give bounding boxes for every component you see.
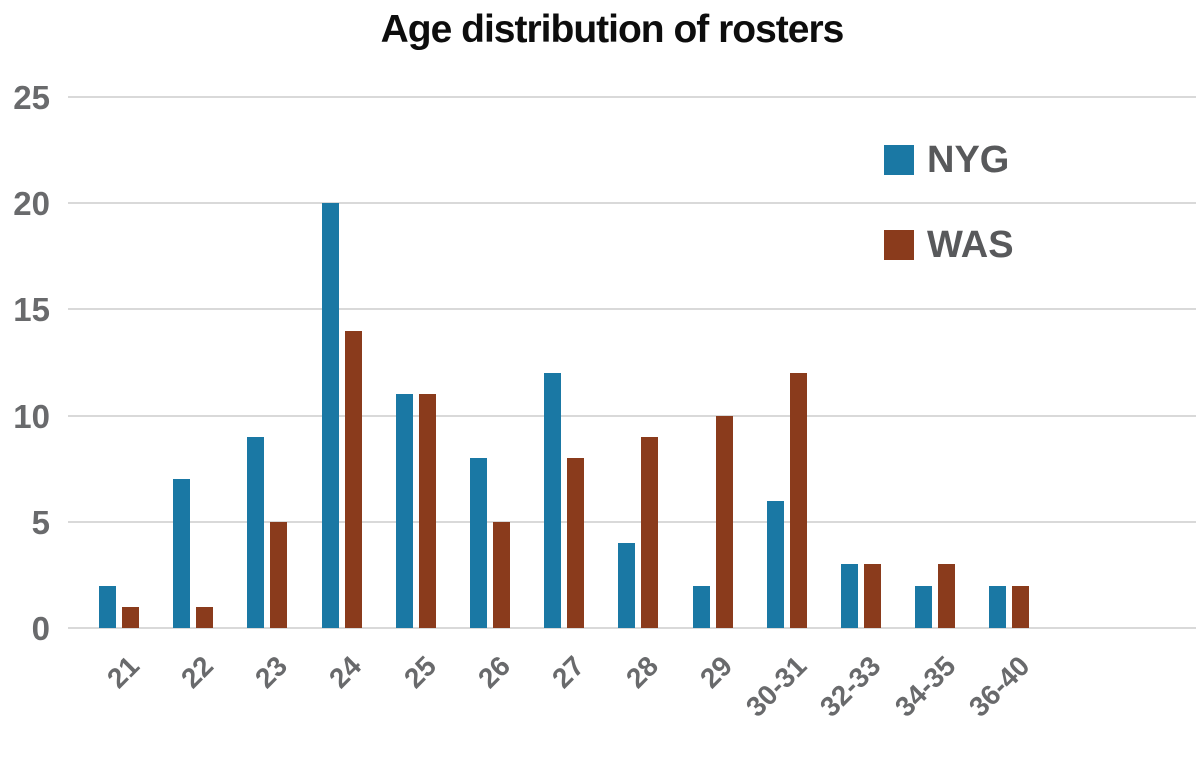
bar-was-22 — [196, 606, 214, 628]
was-legend-label: WAS — [927, 224, 1014, 266]
bar-was-36-40 — [1012, 585, 1030, 628]
gridline-y-25 — [68, 96, 1196, 98]
x-axis-tick-23: 23 — [249, 650, 294, 694]
bar-nyg-36-40 — [989, 585, 1007, 628]
bar-was-32-33 — [864, 564, 881, 628]
gridline-y-5 — [68, 520, 1196, 523]
x-axis-tick-27: 27 — [546, 650, 591, 694]
bar-was-26 — [493, 521, 510, 628]
gridline-y-20 — [68, 202, 1196, 205]
gridline-y-10 — [68, 414, 1196, 417]
bar-nyg-29 — [692, 585, 710, 628]
bar-nyg-28 — [618, 543, 636, 628]
y-axis-tick-15: 15 — [13, 291, 50, 329]
legend: NYG WAS — [884, 139, 1014, 266]
y-axis-tick-25: 25 — [13, 79, 50, 116]
y-axis-tick-0: 0 — [31, 610, 50, 647]
x-axis-tick-24: 24 — [323, 650, 368, 694]
bar-nyg-27 — [544, 373, 562, 628]
legend-item-nyg: NYG — [884, 139, 1014, 181]
y-axis-tick-20: 20 — [13, 185, 50, 223]
x-axis-tick-29: 29 — [694, 650, 739, 694]
bar-nyg-22 — [173, 479, 191, 628]
nyg-series-swatch — [884, 145, 914, 175]
bar-nyg-34-35 — [915, 585, 933, 628]
bar-nyg-24 — [321, 203, 339, 628]
bar-nyg-26 — [470, 458, 487, 628]
gridline-y-0 — [68, 627, 1196, 629]
nyg-legend-label: NYG — [927, 139, 1010, 181]
bar-nyg-23 — [247, 436, 265, 628]
bar-was-27 — [567, 458, 585, 628]
chart-title: Age distribution of rosters — [380, 8, 845, 51]
x-axis-tick-22: 22 — [175, 650, 220, 694]
x-axis-tick-28: 28 — [620, 650, 665, 694]
bar-was-25 — [418, 394, 436, 628]
x-axis-tick-25: 25 — [397, 650, 442, 694]
bar-was-28 — [641, 436, 659, 628]
bar-nyg-32-33 — [841, 564, 858, 628]
bar-was-21 — [122, 606, 139, 628]
bar-nyg-25 — [395, 394, 413, 628]
bar-nyg-21 — [99, 585, 116, 628]
y-axis-tick-10: 10 — [13, 397, 50, 435]
x-axis-tick-36-40: 36-40 — [962, 650, 1036, 723]
bar-was-30-31 — [789, 373, 807, 628]
bar-nyg-30-31 — [766, 500, 784, 628]
x-axis-tick-30-31: 30-31 — [740, 650, 813, 723]
x-axis-tick-26: 26 — [471, 650, 516, 694]
bar-was-23 — [270, 521, 288, 628]
bar-was-29 — [715, 415, 733, 628]
x-axis-tick-32-33: 32-33 — [814, 650, 887, 723]
gridline-y-15 — [68, 308, 1196, 311]
x-axis-tick-34-35: 34-35 — [888, 650, 962, 723]
x-axis-tick-21: 21 — [100, 650, 145, 694]
bar-was-34-35 — [938, 564, 956, 628]
was-series-swatch — [884, 230, 914, 260]
y-axis-tick-5: 5 — [31, 503, 50, 541]
legend-item-was: WAS — [884, 224, 1014, 266]
bar-was-24 — [344, 330, 362, 628]
